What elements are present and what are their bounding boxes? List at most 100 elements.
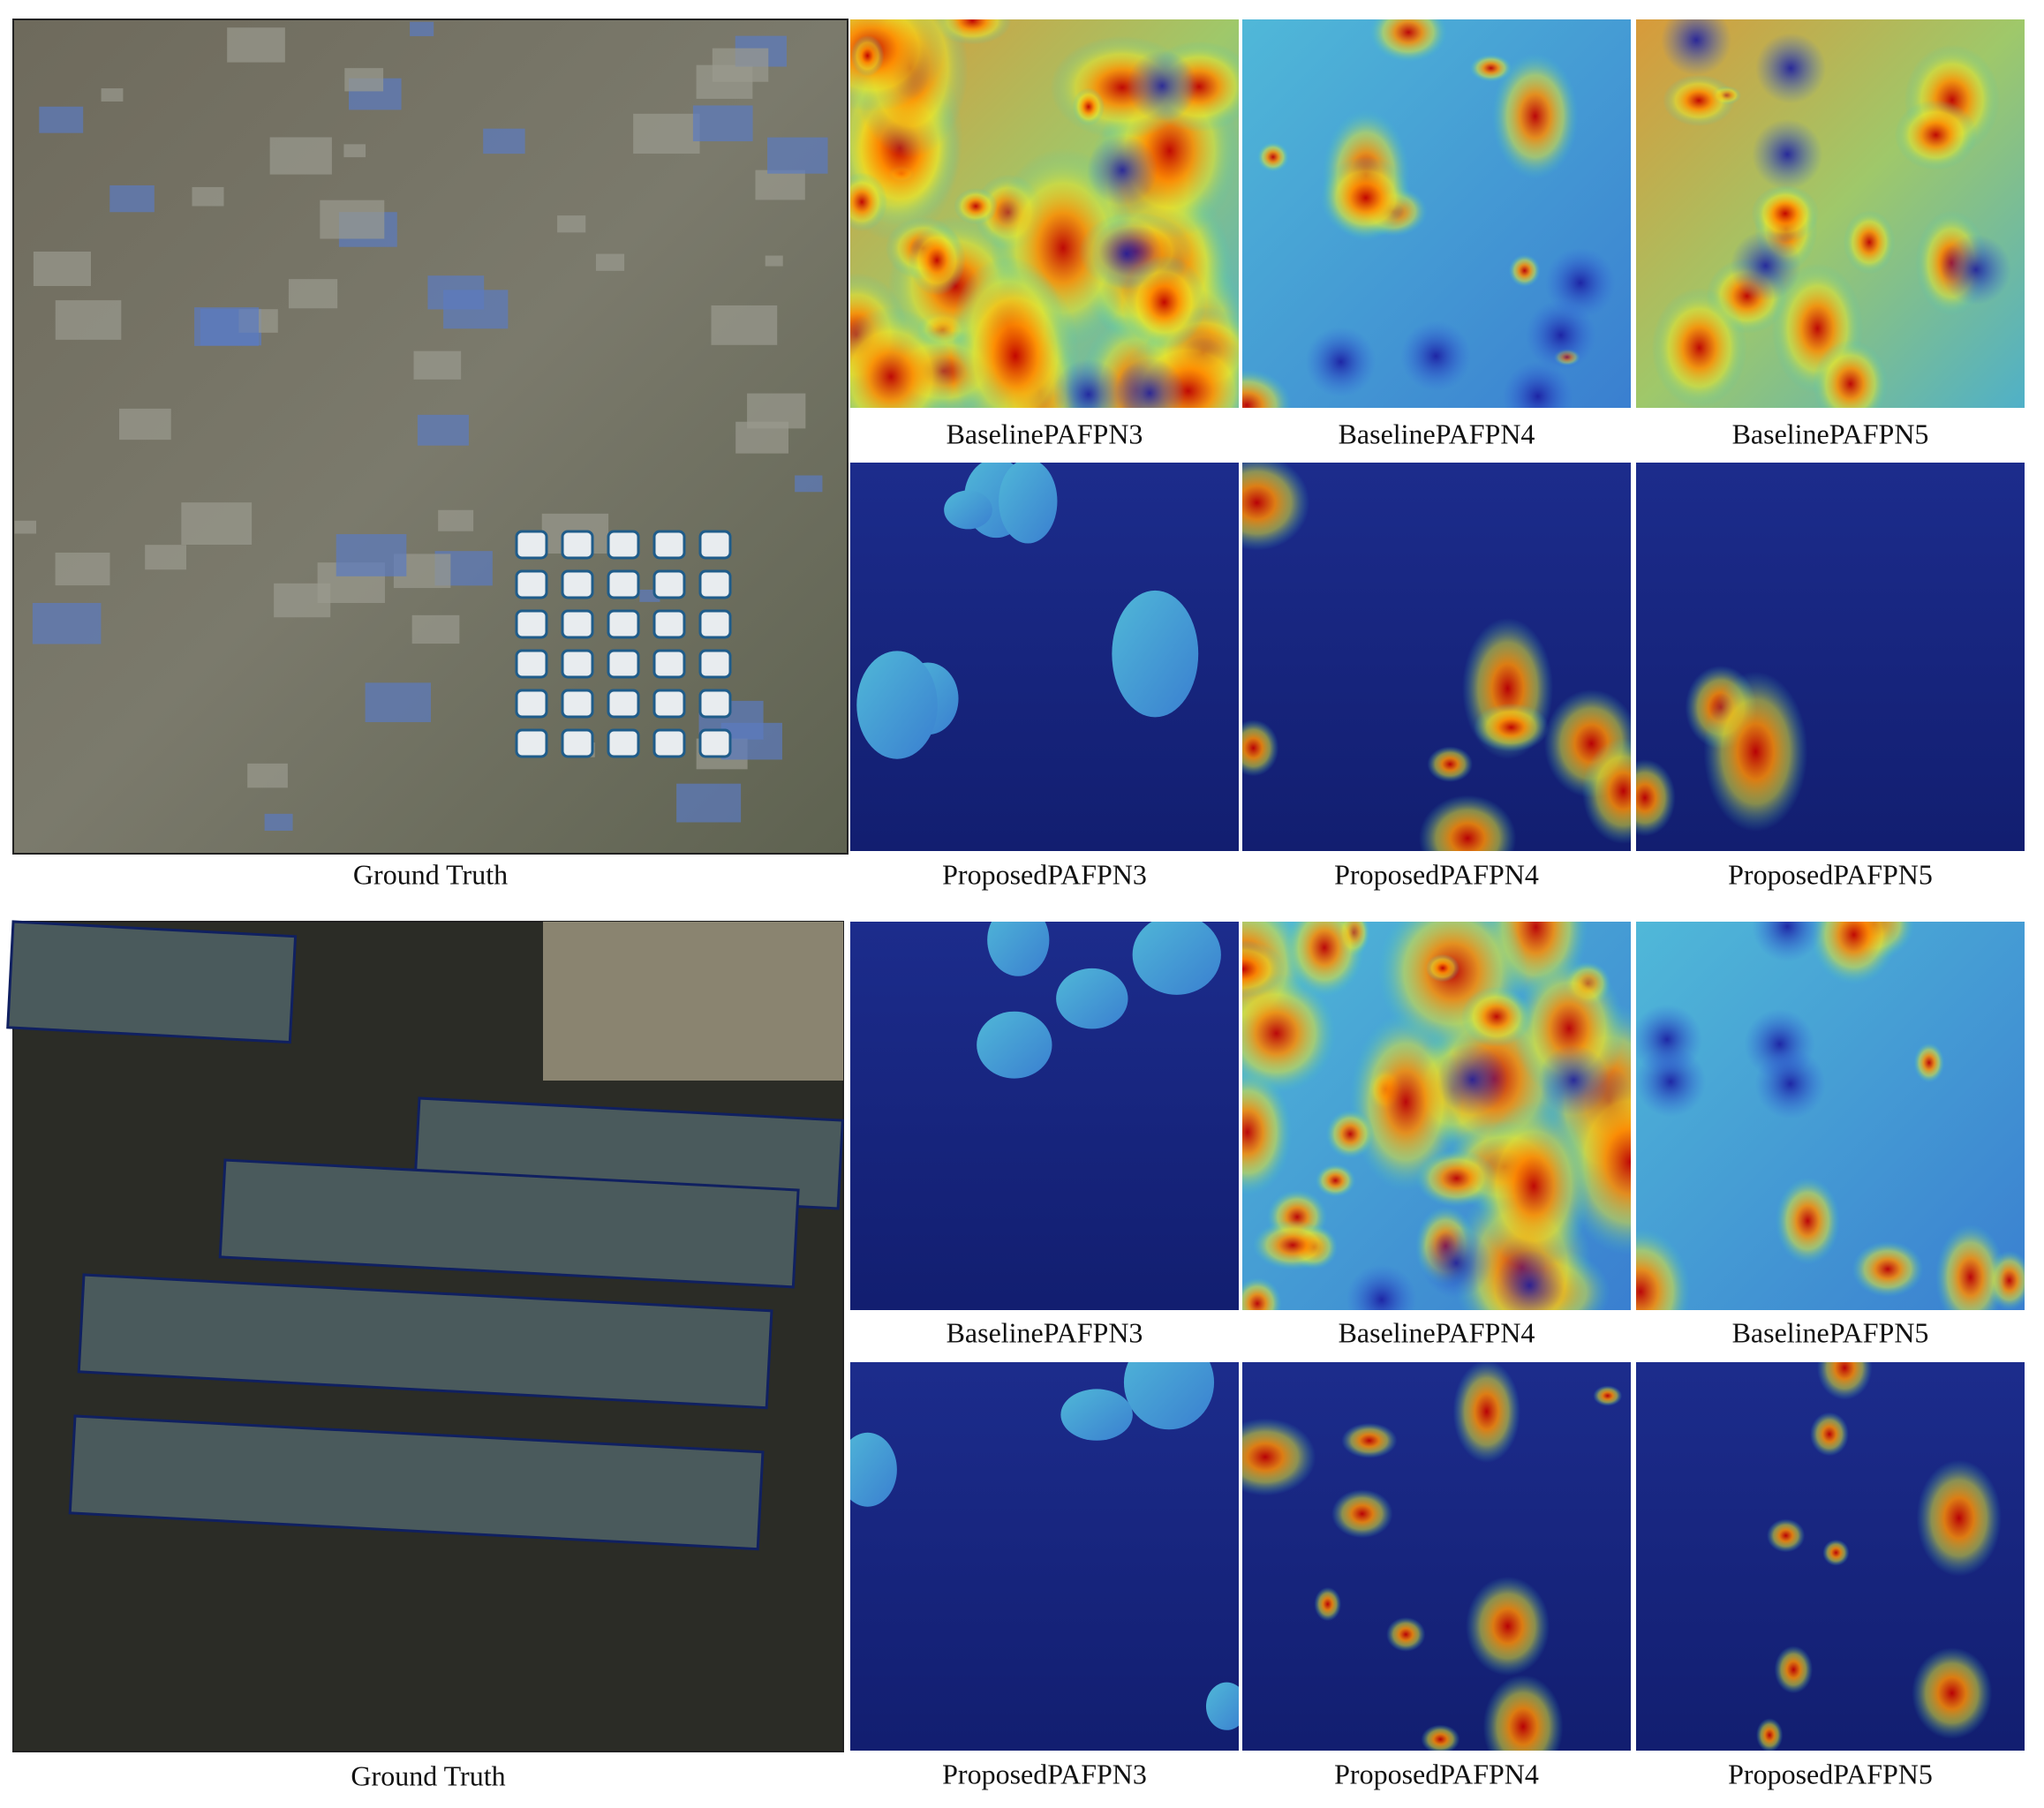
building — [33, 251, 91, 286]
low-activation — [1755, 33, 1827, 104]
activation — [850, 1432, 897, 1507]
building — [247, 763, 288, 788]
tank-box — [561, 649, 594, 679]
activation — [1755, 1718, 1784, 1751]
activation — [1072, 87, 1105, 126]
building — [32, 602, 102, 644]
tank-box — [607, 649, 640, 679]
caption: ProposedPAFPN3 — [942, 1758, 1147, 1789]
activation — [1775, 1177, 1841, 1265]
building — [413, 350, 462, 380]
caption: ProposedPAFPN4 — [1334, 1758, 1539, 1789]
heatmap — [850, 19, 1239, 408]
low-activation — [1636, 1004, 1702, 1075]
tank-box — [561, 689, 594, 719]
building — [443, 290, 509, 329]
activation — [1810, 922, 1897, 985]
caption: ProposedPAFPN5 — [1728, 1758, 1933, 1789]
activation — [850, 34, 885, 77]
activation — [1425, 953, 1460, 983]
activation — [1242, 719, 1279, 777]
building — [55, 300, 122, 340]
activation — [1427, 746, 1473, 782]
activation — [850, 307, 954, 408]
activation — [1341, 1422, 1398, 1458]
activation — [1651, 288, 1747, 408]
heatmap-base — [1242, 1362, 1631, 1751]
activation — [1843, 210, 1896, 275]
low-activation — [1752, 922, 1823, 962]
caption: BaselinePAFPN3 — [947, 418, 1143, 449]
tank-box — [698, 689, 732, 719]
pier-box — [77, 1273, 773, 1410]
activation — [1242, 939, 1286, 998]
pier-box — [68, 1414, 765, 1551]
low-activation — [1754, 1048, 1826, 1119]
activation — [1482, 1675, 1564, 1751]
low-activation — [1346, 1264, 1417, 1310]
low-activation — [1087, 134, 1158, 206]
caption: BaselinePAFPN3 — [947, 1316, 1143, 1348]
activation — [1469, 54, 1512, 82]
low-activation — [1525, 299, 1596, 371]
activation — [856, 651, 938, 759]
building — [336, 534, 407, 576]
activation — [1242, 1418, 1316, 1496]
building — [712, 48, 769, 82]
building — [410, 21, 434, 36]
activation — [977, 1011, 1052, 1079]
building — [55, 552, 110, 586]
low-activation — [1502, 360, 1573, 408]
building — [747, 393, 806, 429]
activation — [1636, 1228, 1691, 1310]
activation — [1913, 1043, 1945, 1083]
building — [109, 185, 155, 213]
activation — [1349, 1013, 1463, 1192]
tank-box — [561, 609, 594, 639]
activation — [1852, 1240, 1924, 1298]
tank-box — [561, 530, 594, 560]
tank-box — [515, 569, 548, 599]
activation — [1205, 1682, 1239, 1730]
caption: ProposedPAFPN4 — [1334, 858, 1539, 890]
activation — [1056, 968, 1128, 1029]
activation — [1508, 254, 1541, 288]
building — [194, 307, 260, 346]
tank-box — [561, 728, 594, 758]
activation — [1242, 463, 1310, 551]
activation — [951, 267, 1080, 408]
tank-box — [652, 530, 686, 560]
caption: Ground Truth — [353, 858, 508, 890]
activation — [1242, 1068, 1293, 1196]
building — [483, 128, 525, 154]
building — [365, 682, 431, 722]
activation — [1421, 1724, 1460, 1751]
building — [633, 113, 700, 154]
heatmap — [1636, 1362, 2025, 1751]
activation — [1663, 74, 1735, 127]
low-activation — [1661, 19, 1732, 76]
tank-box — [652, 728, 686, 758]
tank-box — [607, 728, 640, 758]
activation — [999, 463, 1058, 544]
activation — [1491, 53, 1579, 180]
activation — [1581, 738, 1631, 844]
building — [181, 502, 253, 546]
tank-box — [515, 689, 548, 719]
activation — [1912, 1647, 1993, 1739]
building — [227, 27, 285, 63]
low-activation — [1494, 1250, 1565, 1310]
building — [755, 170, 805, 200]
building — [767, 137, 828, 174]
heatmap — [1636, 922, 2025, 1310]
building — [39, 106, 84, 133]
activation — [1466, 1576, 1550, 1676]
low-activation — [1752, 118, 1823, 190]
building — [274, 583, 331, 618]
activation — [1774, 1646, 1814, 1694]
activation — [1386, 1616, 1426, 1652]
building — [101, 88, 124, 102]
tank-box — [561, 569, 594, 599]
building — [192, 186, 224, 207]
